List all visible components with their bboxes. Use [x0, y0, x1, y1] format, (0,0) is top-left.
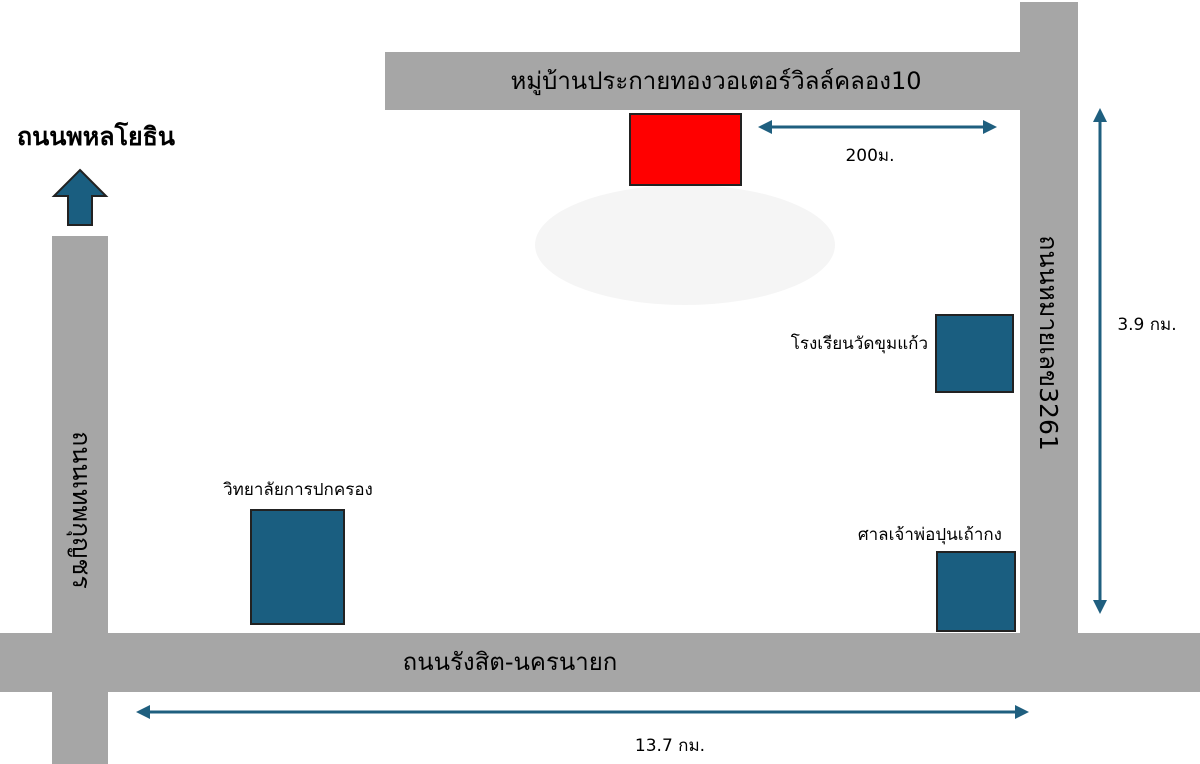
- distance-label: 200ม.: [845, 146, 894, 166]
- road-label: หมู่บ้านประกายทองวอเตอร์วิลล์คลอง10: [510, 67, 921, 96]
- arrow-head: [1015, 705, 1029, 719]
- distance-label: 13.7 กม.: [635, 736, 705, 756]
- bottom-road: [0, 633, 1200, 692]
- road-label: ถนนพหลโยธิน: [17, 121, 175, 151]
- arrow-head: [1093, 600, 1107, 614]
- village-marker: [629, 113, 742, 186]
- road-label: ถนนเทพกุญชร: [66, 431, 96, 589]
- blob: [535, 185, 835, 305]
- school-marker: [935, 314, 1014, 393]
- place-label: ศาลเจ้าพ่อปุนเถ้ากง: [858, 525, 1002, 545]
- village-road: [385, 52, 1078, 110]
- road-label: ถนนหมายเลข3261: [1034, 235, 1063, 451]
- arrow-head: [136, 705, 150, 719]
- distance-label: 3.9 กม.: [1117, 315, 1176, 335]
- right-road: [1020, 2, 1078, 692]
- left-road: [52, 236, 108, 764]
- college-marker: [250, 509, 345, 625]
- arrow-head: [1093, 108, 1107, 122]
- north-arrow: [51, 168, 109, 226]
- place-label: โรงเรียนวัดขุมแก้ว: [791, 333, 928, 354]
- road-label: ถนนรังสิต-นครนายก: [403, 648, 618, 676]
- shrine-marker: [936, 551, 1016, 632]
- arrow-head: [758, 120, 772, 134]
- arrow-head: [983, 120, 997, 134]
- place-label: วิทยาลัยการปกครอง: [223, 480, 373, 500]
